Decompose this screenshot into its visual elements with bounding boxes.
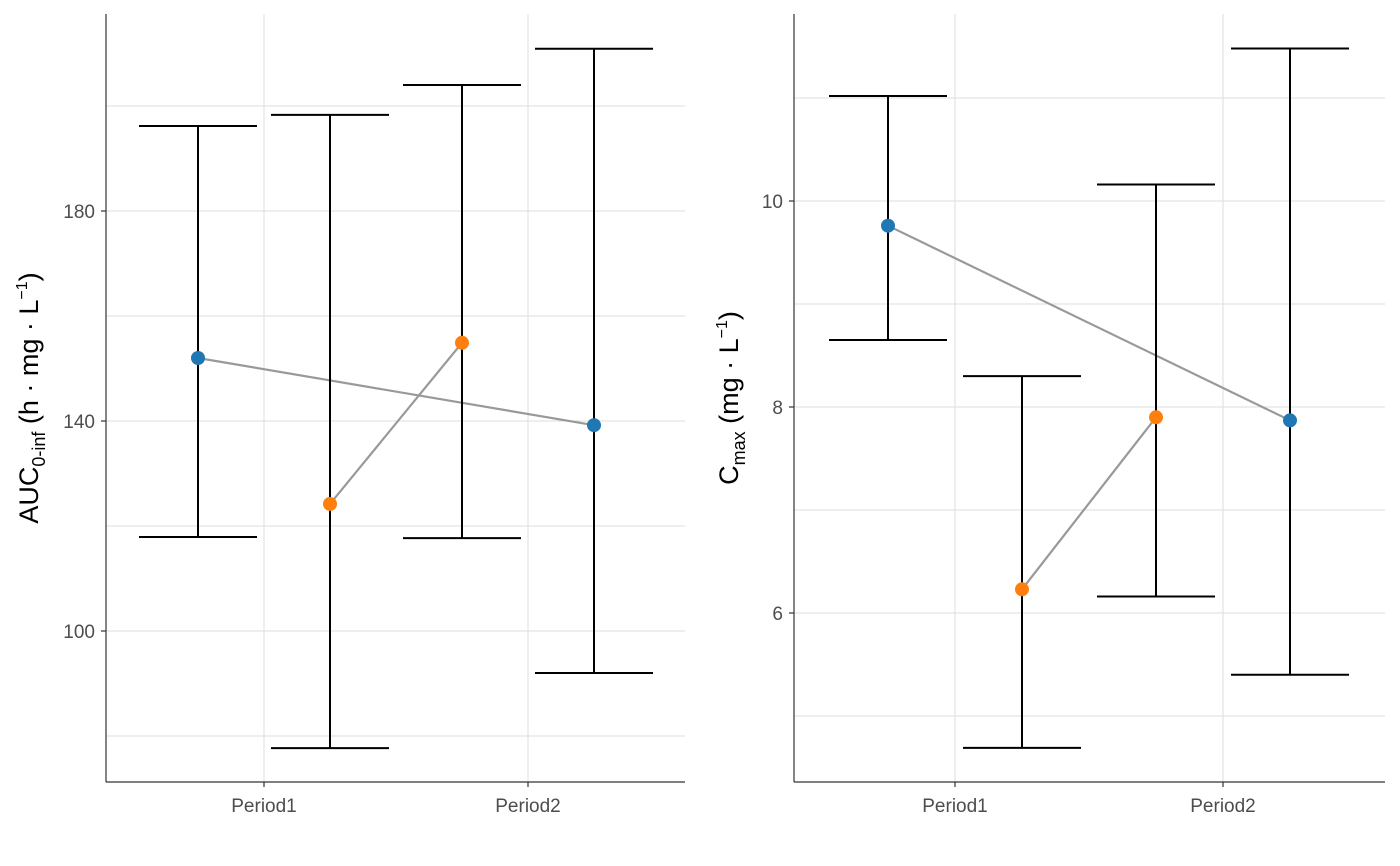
- grid-lines: [106, 14, 685, 782]
- error-bar: [1097, 183, 1215, 598]
- y-axis-title: Cmax (mg · L−1): [714, 311, 749, 485]
- y-tick-label: 8: [772, 398, 783, 419]
- grid-lines: [794, 14, 1385, 782]
- data-point: [587, 418, 601, 433]
- error-bar: [829, 94, 947, 342]
- error-bar: [403, 84, 521, 540]
- error-bar: [963, 375, 1081, 749]
- y-tick-label: 140: [63, 412, 95, 433]
- error-bar: [139, 124, 257, 539]
- connector-line: [329, 342, 463, 505]
- x-tick-label: Period1: [922, 796, 988, 817]
- x-tick-label: Period2: [1190, 796, 1256, 817]
- data-point: [455, 335, 469, 350]
- y-axis-title: AUC0-inf (h · mg · L−1): [14, 272, 49, 523]
- cmax-panel: 6 8 10 Period1 Period2 Cmax (mg · L−1): [714, 14, 1385, 817]
- y-tick-label: 6: [772, 604, 783, 625]
- y-tick-label: 180: [63, 202, 95, 223]
- data-point: [1015, 582, 1029, 597]
- auc-panel: 100 140 180 Period1 Period2 AUC0-inf (h · mg …: [14, 14, 685, 817]
- data-point: [1283, 413, 1297, 428]
- x-tick-label: Period2: [495, 796, 561, 817]
- data-point: [881, 218, 895, 233]
- connector-line: [887, 224, 1291, 422]
- connector-line: [197, 356, 595, 427]
- y-tick-label: 10: [762, 192, 783, 213]
- error-bar: [1231, 47, 1349, 676]
- data-point: [323, 496, 337, 511]
- data-point: [1149, 410, 1163, 425]
- connector-line: [1021, 416, 1157, 590]
- x-tick-label: Period1: [231, 796, 297, 817]
- error-bar: [271, 113, 389, 750]
- error-bar: [535, 47, 653, 674]
- data-point: [191, 351, 205, 365]
- y-tick-label: 100: [63, 622, 95, 643]
